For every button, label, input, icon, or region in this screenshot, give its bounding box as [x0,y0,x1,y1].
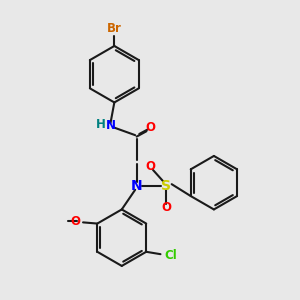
Text: O: O [161,202,171,214]
Text: S: S [161,179,171,193]
Text: N: N [106,119,116,132]
Text: Br: Br [107,22,122,35]
Text: O: O [145,121,155,134]
Text: O: O [70,215,80,228]
Text: H: H [95,118,105,130]
Text: O: O [145,160,155,173]
Text: Cl: Cl [164,249,177,262]
Text: N: N [131,179,142,193]
